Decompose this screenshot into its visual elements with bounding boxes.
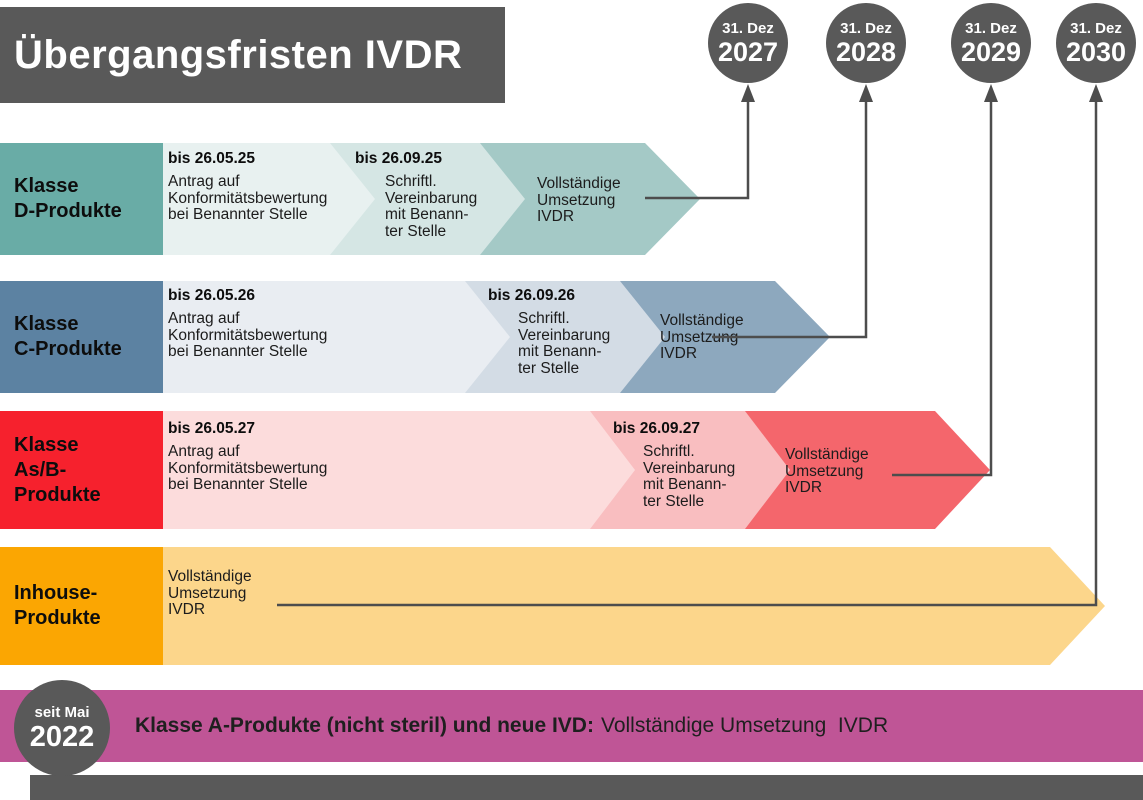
footer-regular-text: Vollständige Umsetzung IVDR	[600, 714, 889, 737]
title-box: Übergangsfristen IVDR	[0, 7, 505, 103]
arrowhead-up-2027	[741, 84, 755, 102]
segment-text: bis 26.05.25 Antrag auf Konformitätsbewe…	[168, 150, 327, 224]
arrowhead-up-2028	[859, 84, 873, 102]
deadline-date: bis 26.05.25	[168, 150, 256, 167]
deadline-date: bis 26.09.27	[613, 420, 701, 437]
badge-year: 2022	[29, 720, 95, 753]
timeline-row-klasse-as-b: Klasse As/B- Produkte bis 26.05.27 Antra…	[0, 411, 1143, 529]
row-label-klasse-as-b: Klasse As/B- Produkte	[0, 411, 163, 529]
row-label-inhouse: Inhouse- Produkte	[0, 547, 163, 665]
segment-description: Vollständige Umsetzung IVDR	[785, 446, 869, 497]
deadline-date: bis 26.05.26	[168, 287, 256, 304]
segment-description: Schriftl. Vereinbarung mit Benann- ter S…	[643, 443, 736, 511]
row-label-klasse-d: Klasse D-Produkte	[0, 143, 163, 255]
milestone-year: 2030	[1065, 36, 1127, 67]
segment-description: Vollständige Umsetzung IVDR	[168, 568, 252, 619]
deadline-date: bis 26.09.26	[488, 287, 576, 304]
timeline-row-inhouse: Inhouse- Produkte Vollständige Umsetzung…	[0, 547, 1143, 665]
milestone-date: 31. Dez	[1070, 19, 1122, 37]
seit-mai-2022-badge: seit Mai 2022	[14, 680, 110, 776]
segment-description: Antrag auf Konformitätsbewertung bei Ben…	[168, 310, 328, 361]
deadline-date: bis 26.05.27	[168, 420, 256, 437]
milestone-year: 2027	[717, 36, 779, 67]
timeline-row-klasse-c: Klasse C-Produkte bis 26.05.26 Antrag au…	[0, 281, 1143, 393]
segment-description: Vollständige Umsetzung IVDR	[660, 312, 744, 363]
badge-date: seit Mai	[34, 703, 90, 721]
segment-description: Schriftl. Vereinbarung mit Benann- ter S…	[518, 310, 611, 378]
segment-text: bis 26.09.26 Schriftl. Vereinbarung mit …	[488, 287, 610, 378]
milestone-date: 31. Dez	[722, 19, 774, 37]
milestone-circle-2027: 31. Dez 2027	[708, 3, 788, 83]
segment-umsetzung-inhouse	[163, 547, 1105, 665]
arrowhead-up-2030	[1089, 84, 1103, 102]
segment-description: Schriftl. Vereinbarung mit Benann- ter S…	[385, 173, 478, 241]
deadline-date: bis 26.09.25	[355, 150, 443, 167]
page-title: Übergangsfristen IVDR	[14, 32, 463, 77]
milestone-circle-2028: 31. Dez 2028	[826, 3, 906, 83]
footer-bold-text: Klasse A-Produkte (nicht steril) und neu…	[135, 714, 594, 737]
footer-text: Klasse A-Produkte (nicht steril) und neu…	[135, 690, 888, 762]
footer-band	[0, 690, 1143, 762]
milestone-year: 2028	[835, 36, 897, 67]
timeline-row-klasse-d: Klasse D-Produkte bis 26.05.25 Antrag au…	[0, 143, 1143, 255]
milestone-circle-2029: 31. Dez 2029	[951, 3, 1031, 83]
segment-description: Antrag auf Konformitätsbewertung bei Ben…	[168, 173, 328, 224]
arrowhead-up-2029	[984, 84, 998, 102]
milestone-circle-2030: 31. Dez 2030	[1056, 3, 1136, 83]
segment-text: Vollständige Umsetzung IVDR	[785, 446, 869, 497]
segment-text: bis 26.09.27 Schriftl. Vereinbarung mit …	[613, 420, 735, 511]
milestone-date: 31. Dez	[965, 19, 1017, 37]
segment-text: Vollständige Umsetzung IVDR	[168, 568, 252, 619]
milestone-year: 2029	[960, 36, 1022, 67]
segment-text: bis 26.09.25 Schriftl. Vereinbarung mit …	[355, 150, 477, 241]
segment-text: Vollständige Umsetzung IVDR	[537, 175, 621, 226]
segment-text: bis 26.05.27 Antrag auf Konformitätsbewe…	[168, 420, 327, 494]
segment-text: bis 26.05.26 Antrag auf Konformitätsbewe…	[168, 287, 327, 361]
bottom-bar	[30, 775, 1143, 800]
milestone-date: 31. Dez	[840, 19, 892, 37]
segment-description: Vollständige Umsetzung IVDR	[537, 175, 621, 226]
segment-description: Antrag auf Konformitätsbewertung bei Ben…	[168, 443, 328, 494]
segment-text: Vollständige Umsetzung IVDR	[660, 312, 744, 363]
row-label-klasse-c: Klasse C-Produkte	[0, 281, 163, 393]
